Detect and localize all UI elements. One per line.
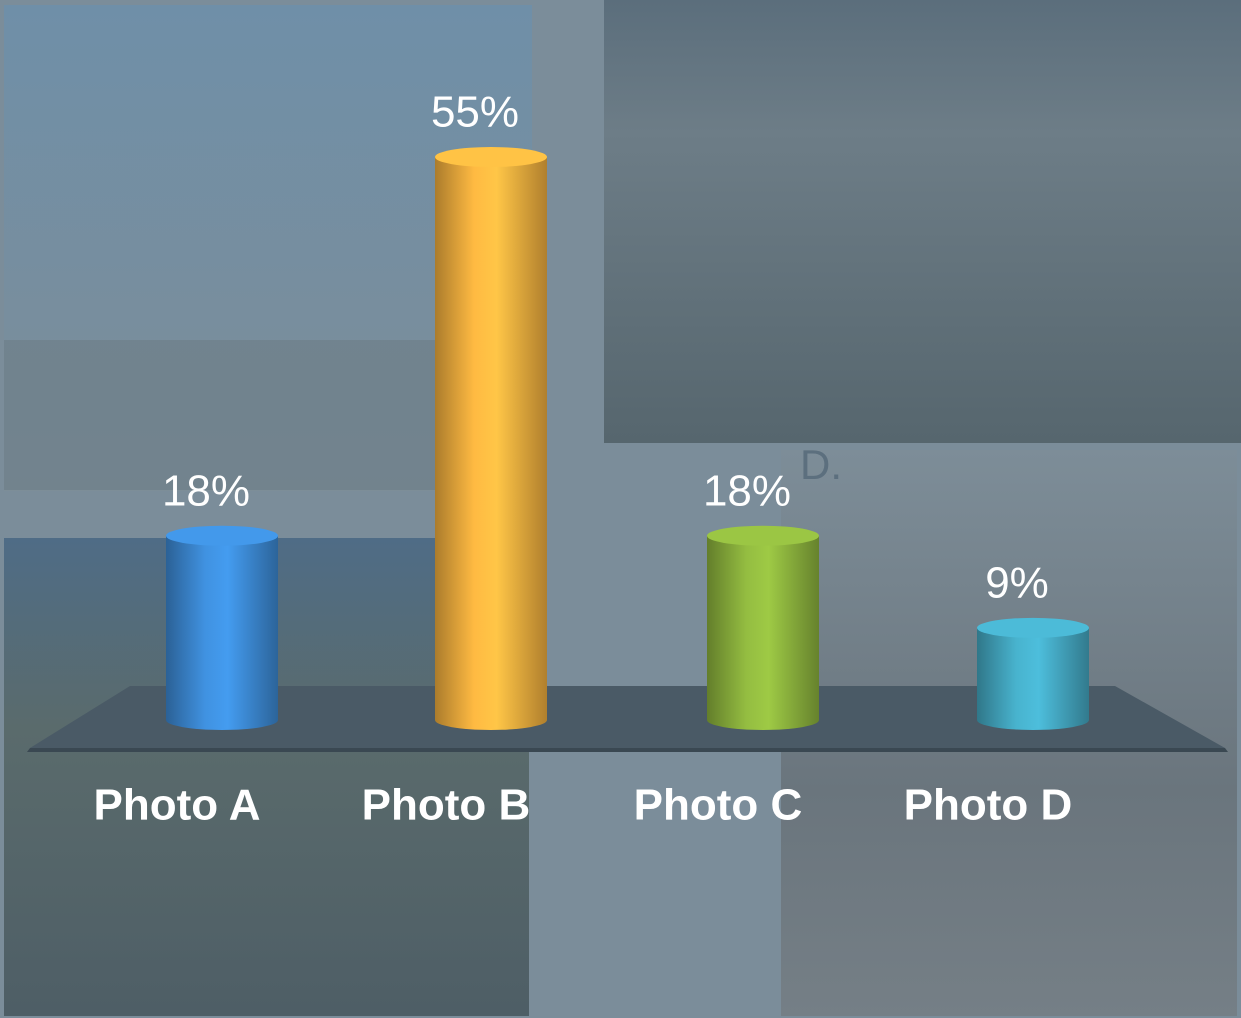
bar-top — [707, 525, 819, 546]
data-label: 55% — [431, 88, 519, 137]
data-label: 9% — [985, 558, 1049, 607]
bar — [977, 627, 1089, 730]
background-text: D. — [800, 441, 842, 488]
bar-top — [166, 525, 278, 546]
data-label: 18% — [162, 466, 250, 515]
bar-top — [977, 617, 1089, 638]
x-tick-label: Photo C — [634, 781, 803, 830]
x-tick-label: Photo A — [94, 781, 261, 830]
bar — [166, 535, 278, 730]
x-tick-label: Photo D — [904, 781, 1073, 830]
floor — [30, 686, 1225, 748]
bar-top — [435, 147, 547, 167]
background-photo — [604, 0, 1241, 443]
bar — [707, 535, 819, 730]
x-tick-label: Photo B — [362, 781, 531, 830]
floor-edge — [27, 748, 1228, 752]
data-label: 18% — [703, 466, 791, 515]
bar — [435, 157, 547, 730]
